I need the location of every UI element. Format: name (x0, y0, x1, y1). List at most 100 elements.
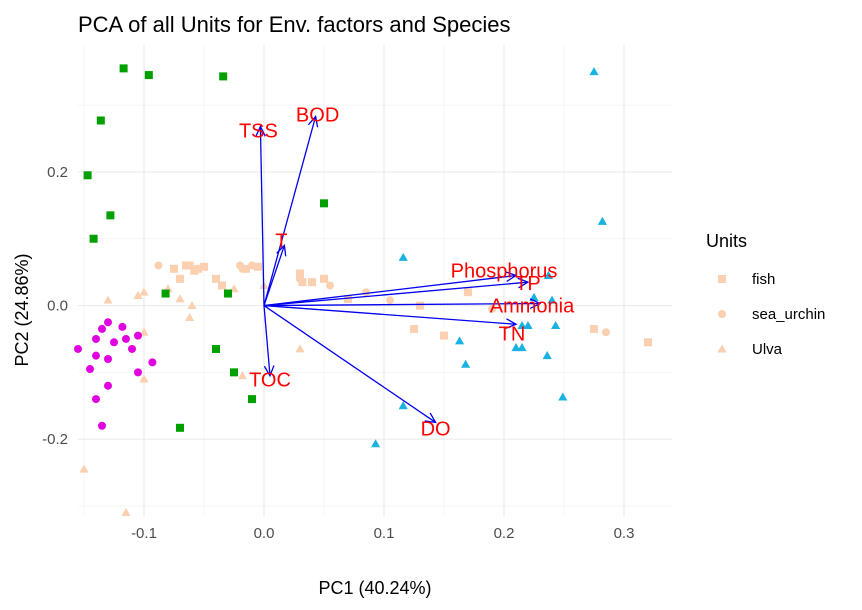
data-point (326, 281, 334, 290)
x-tick-label: 0.0 (254, 525, 275, 542)
data-point (219, 72, 228, 81)
data-point (185, 261, 194, 270)
data-point (121, 508, 131, 517)
loading-arrowhead (263, 365, 275, 378)
data-point (134, 331, 142, 340)
loading-label: T (275, 230, 287, 252)
data-point (161, 289, 170, 298)
data-point (185, 312, 195, 322)
data-point (455, 336, 465, 345)
data-points (74, 64, 652, 517)
loading-label: TOC (249, 370, 291, 392)
data-point (92, 351, 100, 360)
x-axis-title: PC1 (40.24%) (318, 578, 431, 598)
data-point (590, 324, 598, 333)
data-point (371, 439, 381, 448)
data-point (98, 324, 106, 333)
data-point (139, 287, 149, 296)
y-tick-label: 0.2 (47, 164, 68, 181)
loading-arrowhead (424, 412, 437, 424)
loading-arrow (263, 305, 436, 424)
data-point (110, 338, 118, 347)
data-point (79, 464, 89, 473)
data-point (103, 295, 113, 304)
x-axis-ticks: -0.1 0.0 0.1 0.2 0.3 (131, 525, 634, 542)
data-point (416, 301, 424, 310)
data-point (218, 281, 226, 290)
legend-label: fish (752, 271, 775, 288)
y-tick-label: 0.0 (47, 298, 68, 315)
data-point (344, 294, 352, 303)
y-tick-label: -0.2 (42, 431, 68, 448)
chart-title: PCA of all Units for Env. factors and Sp… (78, 12, 510, 37)
data-point (386, 296, 394, 305)
x-tick-label: 0.1 (374, 525, 395, 542)
data-point (320, 199, 328, 208)
loading-label: Phosphorus (451, 260, 558, 282)
y-axis-ticks: -0.2 0.0 0.2 (42, 164, 68, 448)
data-point (558, 392, 568, 401)
legend-title: Units (706, 231, 747, 251)
loading-label: DO (421, 418, 451, 440)
data-point (547, 295, 557, 304)
loading-arrowhead (505, 271, 518, 282)
legend: Units fish sea_urchin Ulva (706, 231, 825, 358)
legend-label: Ulva (752, 341, 783, 358)
data-point (118, 322, 127, 331)
data-point (248, 395, 256, 404)
loading-arrowhead (529, 298, 542, 309)
data-point (122, 334, 130, 343)
data-point (74, 344, 82, 353)
x-tick-label: 0.3 (614, 525, 635, 542)
loading-label: Ammonia (490, 296, 575, 318)
data-point (296, 269, 304, 278)
data-point (96, 116, 105, 125)
legend-key-fish (718, 275, 726, 283)
loading-arrow (263, 274, 517, 307)
data-point (410, 324, 418, 333)
x-tick-label: -0.1 (131, 525, 157, 542)
data-point (398, 401, 408, 410)
data-point (440, 331, 448, 340)
data-point (175, 294, 185, 303)
loading-label: TN (499, 323, 526, 345)
data-point (298, 278, 307, 287)
data-point (398, 252, 408, 261)
data-point (602, 328, 610, 337)
data-point (517, 343, 527, 352)
data-point (464, 288, 472, 297)
y-axis-title: PC2 (24.86%) (12, 253, 32, 366)
data-point (194, 264, 202, 273)
data-point (187, 300, 197, 310)
legend-label: sea_urchin (752, 306, 825, 323)
loading-arrow (263, 245, 286, 306)
data-point (237, 371, 247, 380)
loading-label: TSS (239, 121, 278, 143)
data-point (92, 395, 100, 404)
data-point (254, 262, 262, 271)
loading-label: BOD (296, 104, 339, 126)
loading-arrow (263, 305, 271, 376)
data-point (106, 211, 115, 220)
data-point (119, 64, 128, 73)
data-point (83, 171, 92, 180)
data-point (104, 318, 112, 327)
data-point (224, 289, 232, 298)
data-point (644, 338, 652, 347)
data-point (248, 261, 256, 270)
data-point (139, 374, 149, 383)
data-point (238, 264, 247, 273)
data-point (362, 288, 370, 297)
data-point (176, 423, 184, 432)
data-point (200, 262, 208, 271)
data-point (170, 264, 178, 273)
data-point (461, 359, 471, 368)
data-point (296, 274, 304, 283)
data-point (92, 334, 100, 343)
data-point (589, 67, 599, 76)
loading-arrowhead (505, 318, 518, 329)
data-point (104, 381, 112, 390)
